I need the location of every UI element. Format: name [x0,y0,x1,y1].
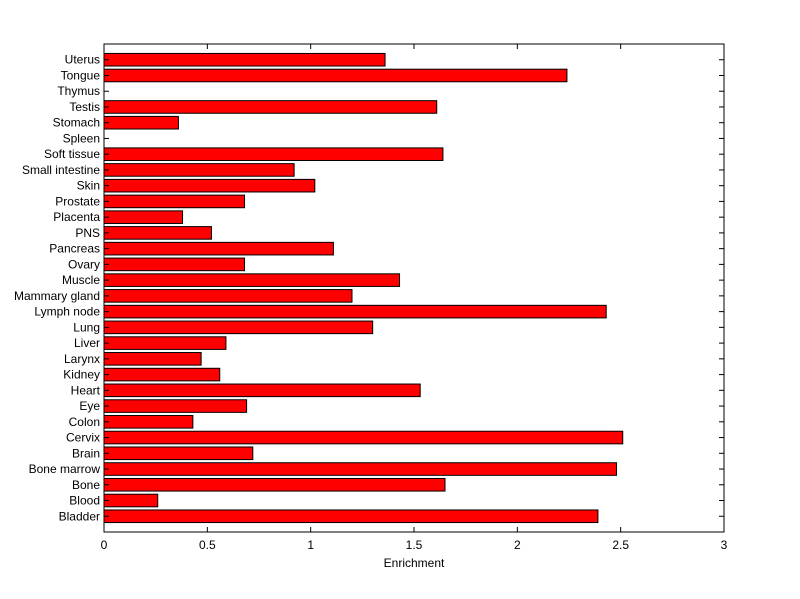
x-tick-label: 1 [307,538,314,552]
y-tick-label: Brain [72,446,100,460]
bar-liver [103,336,227,350]
bar-soft-tissue [103,147,444,161]
bar-larynx [103,352,202,366]
y-tick-label: Bone [72,478,100,492]
bar-skin [103,178,316,193]
x-tick-label: 2 [514,538,521,552]
y-tick-label: Small intestine [22,163,100,177]
x-tick-label: 3 [721,538,728,552]
y-tick-label: Placenta [53,210,100,224]
bar-brain [103,446,254,461]
bar-prostate [103,194,246,209]
y-tick-label: Tongue [61,68,101,82]
x-tick-label: 2.5 [612,538,629,552]
y-tick-label: Pancreas [49,242,100,256]
x-tick-label: 1.5 [406,538,423,552]
y-tick-label: Lymph node [34,305,100,319]
y-tick-label: Colon [69,415,100,429]
bar-pancreas [103,241,334,256]
bar-placenta [103,210,184,224]
bar-small-intestine [103,163,295,177]
x-axis-label: Enrichment [384,556,445,570]
bar-bladder [103,509,599,524]
y-tick-label: Uterus [65,53,100,67]
y-tick-label: Lung [73,320,100,334]
y-tick-label: Spleen [63,131,100,145]
y-tick-label: Larynx [64,352,100,366]
y-tick-label: Prostate [55,194,100,208]
bar-colon [103,415,194,429]
y-tick-label: Kidney [63,368,100,382]
y-tick-label: Soft tissue [44,147,100,161]
bar-lymph-node [103,304,607,319]
y-tick-label: Bladder [59,509,100,523]
bar-bone-marrow [103,462,618,476]
bar-lung [103,320,374,335]
bar-pns [103,226,212,240]
x-tick-label: 0 [101,538,108,552]
y-tick-label: Eye [79,399,100,413]
bar-blood [103,493,159,508]
bar-mammary-gland [103,289,353,303]
y-tick-label: Heart [71,383,101,397]
bar-muscle [103,273,401,287]
bar-eye [103,399,248,413]
bar-heart [103,383,421,398]
y-tick-label: Cervix [66,431,100,445]
bar-ovary [103,257,246,272]
y-tick-label: Stomach [53,116,100,130]
y-tick-label: Blood [69,494,100,508]
y-tick-label: Muscle [62,273,100,287]
y-tick-label: Liver [74,336,100,350]
bar-kidney [103,367,221,382]
y-tick-label: Testis [69,100,100,114]
bar-uterus [103,52,386,67]
x-tick-label: 0.5 [199,538,216,552]
bar-bone [103,477,446,492]
y-tick-label: Mammary gland [14,289,100,303]
bar-cervix [103,430,624,445]
bar-testis [103,100,438,114]
y-tick-label: Skin [77,179,100,193]
y-tick-label: Ovary [68,257,100,271]
y-tick-label: Thymus [57,84,100,98]
bar-tongue [103,68,568,83]
y-tick-label: Bone marrow [29,462,101,476]
y-tick-label: PNS [75,226,100,240]
bar-stomach [103,115,179,130]
